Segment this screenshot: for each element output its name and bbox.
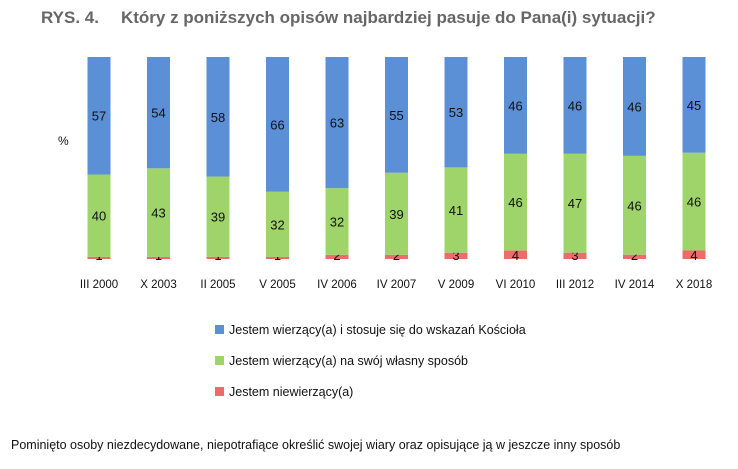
data-label: 3 [452,248,459,263]
data-label: 57 [92,109,106,124]
bar-segment [266,256,289,259]
data-label: 45 [687,98,701,113]
x-tick-label: IV 2014 [615,279,655,291]
chart-title: RYS. 4. Który z poniższych opisów najbard… [41,8,656,28]
x-tick-label: V 2009 [438,279,474,291]
bar-segment [87,256,111,259]
bar-segment [682,57,706,153]
legend-label: Jestem wierzący(a) na swój własny sposób [229,353,468,368]
bar-segment [147,57,170,169]
data-label: 46 [627,99,641,114]
data-label: 53 [449,105,463,120]
bar-segment [623,254,646,259]
data-label: 46 [627,198,641,213]
legend-swatch [215,387,224,396]
data-label: 4 [690,248,697,263]
bar-segment [682,152,706,251]
data-label: 55 [389,108,403,123]
x-tick-label: III 2000 [80,279,118,291]
bar-segment [623,155,646,255]
bar-segment [385,254,408,259]
legend-swatch [215,356,224,365]
bar-segment [266,191,289,257]
data-label: 41 [449,203,463,218]
stacked-bar-chart: % 14057III 200014354X 200313958II 200513… [58,57,712,291]
bar-segment [206,176,230,257]
legend-label: Jestem wierzący(a) i stosuje się do wska… [229,322,526,337]
data-label: 46 [687,195,701,210]
bar-segment [444,57,468,168]
legend-item: Jestem niewierzący(a) [215,384,526,399]
bar-segment [504,57,527,154]
x-tick-label: VI 2010 [496,279,536,291]
bar-segment [147,256,170,259]
legend-swatch [215,325,224,334]
data-label: 2 [393,248,400,263]
data-label: 2 [631,248,638,263]
title-text: Który z poniższych opisów najbardziej pa… [120,8,656,27]
legend-item: Jestem wierzący(a) na swój własny sposób [215,353,526,368]
x-tick-label: V 2005 [259,279,295,291]
bar-segment [563,153,587,253]
bar-segment [87,57,111,175]
bar-segment [682,250,706,259]
data-label: 63 [330,116,344,131]
bar-segment [563,57,587,154]
y-axis-label: % [58,134,69,148]
x-tick-label: III 2012 [556,279,594,291]
bar-segment [325,254,349,259]
bar-segment [563,252,587,259]
data-label: 43 [151,206,165,221]
bar-segment [266,57,289,192]
bar-segment [504,250,527,259]
bar-segment [87,174,111,257]
bar-segment [444,252,468,259]
data-label: 47 [568,196,582,211]
x-tick-label: IV 2006 [317,279,357,291]
legend-item: Jestem wierzący(a) i stosuje się do wska… [215,322,526,337]
figure-number: RYS. 4. [41,8,99,27]
footnote: Pominięto osoby niezdecydowane, niepotra… [11,438,621,452]
data-label: 46 [508,98,522,113]
data-label: 32 [270,217,284,232]
x-tick-label: II 2005 [200,279,235,291]
data-label: 46 [508,195,522,210]
data-label: 39 [211,210,225,225]
bar-segment [325,57,349,189]
legend: Jestem wierzący(a) i stosuje się do wska… [215,322,526,415]
data-label: 4 [512,248,519,263]
bar-segment [206,256,230,259]
data-label: 46 [568,98,582,113]
bar-segment [147,168,170,257]
bar-segment [385,57,408,173]
x-tick-label: X 2018 [676,279,712,291]
data-label: 54 [151,106,165,121]
data-label: 39 [389,207,403,222]
bar-segment [623,57,646,156]
x-tick-label: IV 2007 [377,279,417,291]
bar-segment [504,153,527,251]
legend-label: Jestem niewierzący(a) [229,384,354,399]
data-label: 66 [270,117,284,132]
data-label: 3 [571,248,578,263]
data-label: 2 [333,248,340,263]
bar-segment [444,167,468,253]
data-label: 32 [330,215,344,230]
data-label: 58 [211,110,225,125]
bar-segment [385,172,408,255]
bar-segment [206,57,230,177]
x-tick-label: X 2003 [140,279,176,291]
data-label: 40 [92,209,106,224]
bar-segment [325,188,349,255]
